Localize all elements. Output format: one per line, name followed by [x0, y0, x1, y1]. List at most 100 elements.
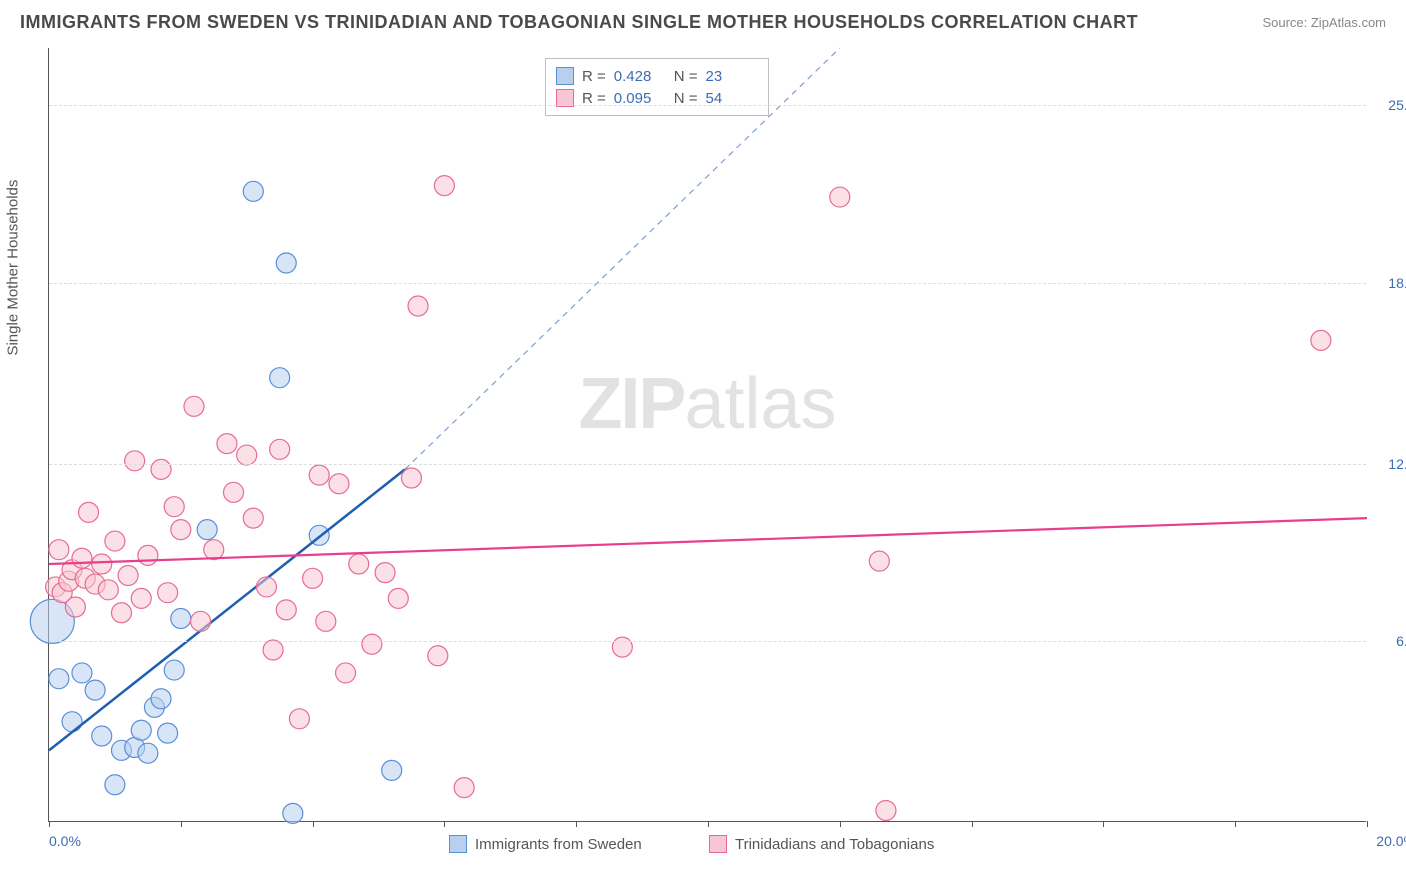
stats-row: R = 0.428 N = 23: [556, 65, 758, 87]
stats-legend-box: R = 0.428 N = 23 R = 0.095 N = 54: [545, 58, 769, 116]
scatter-point: [612, 637, 632, 657]
scatter-point: [408, 296, 428, 316]
scatter-point: [131, 588, 151, 608]
scatter-point: [270, 439, 290, 459]
scatter-point: [125, 451, 145, 471]
scatter-point: [217, 434, 237, 454]
stat-r-value: 0.428: [614, 68, 666, 85]
legend-label: Trinidadians and Tobagonians: [735, 836, 934, 853]
scatter-point: [184, 396, 204, 416]
stat-r-value: 0.095: [614, 90, 666, 107]
legend-label: Immigrants from Sweden: [475, 836, 642, 853]
scatter-point: [62, 712, 82, 732]
scatter-point: [876, 801, 896, 821]
chart-title: IMMIGRANTS FROM SWEDEN VS TRINIDADIAN AN…: [20, 12, 1138, 33]
scatter-point: [276, 600, 296, 620]
x-tick: [181, 821, 182, 827]
scatter-point: [118, 565, 138, 585]
y-tick-label: 12.5%: [1388, 456, 1406, 472]
scatter-point: [289, 709, 309, 729]
legend-swatch: [556, 89, 574, 107]
scatter-point: [171, 608, 191, 628]
scatter-point: [197, 520, 217, 540]
x-tick: [1235, 821, 1236, 827]
scatter-point: [138, 743, 158, 763]
x-tick: [972, 821, 973, 827]
scatter-point: [454, 778, 474, 798]
scatter-point: [830, 187, 850, 207]
x-tick: [313, 821, 314, 827]
scatter-point: [164, 660, 184, 680]
scatter-point: [224, 482, 244, 502]
scatter-point: [309, 465, 329, 485]
scatter-point: [191, 611, 211, 631]
stat-n-value: 23: [706, 68, 758, 85]
gridline: [49, 283, 1366, 284]
scatter-point: [138, 545, 158, 565]
scatter-point: [243, 181, 263, 201]
gridline: [49, 641, 1366, 642]
x-max-label: 20.0%: [1376, 833, 1406, 849]
stat-r-label: R =: [582, 90, 606, 107]
bottom-legend-item: Trinidadians and Tobagonians: [709, 835, 934, 853]
scatter-point: [434, 176, 454, 196]
stat-n-label: N =: [674, 68, 698, 85]
scatter-point: [72, 663, 92, 683]
scatter-point: [256, 577, 276, 597]
source-label: Source: ZipAtlas.com: [1262, 15, 1386, 30]
x-tick: [49, 821, 50, 827]
legend-swatch: [449, 835, 467, 853]
scatter-point: [270, 368, 290, 388]
scatter-point: [375, 563, 395, 583]
x-min-label: 0.0%: [49, 833, 81, 849]
bottom-legend-item: Immigrants from Sweden: [449, 835, 642, 853]
scatter-point: [105, 531, 125, 551]
scatter-point: [171, 520, 191, 540]
y-tick-label: 18.8%: [1388, 275, 1406, 291]
scatter-point: [92, 726, 112, 746]
scatter-point: [869, 551, 889, 571]
scatter-point: [105, 775, 125, 795]
scatter-point: [49, 669, 69, 689]
gridline: [49, 105, 1366, 106]
x-tick: [708, 821, 709, 827]
x-tick: [840, 821, 841, 827]
chart-container: ZIPatlas Single Mother Households R =0.4…: [48, 48, 1388, 838]
scatter-point: [151, 689, 171, 709]
scatter-point: [72, 548, 92, 568]
scatter-point: [336, 663, 356, 683]
scatter-point: [428, 646, 448, 666]
scatter-point: [303, 568, 323, 588]
plot-area: ZIPatlas Single Mother Households R =0.4…: [48, 48, 1366, 822]
scatter-point: [349, 554, 369, 574]
scatter-point: [329, 474, 349, 494]
scatter-point: [382, 760, 402, 780]
scatter-point: [65, 597, 85, 617]
y-tick-label: 25.0%: [1388, 97, 1406, 113]
x-tick: [1103, 821, 1104, 827]
scatter-point: [401, 468, 421, 488]
x-tick: [1367, 821, 1368, 827]
scatter-point: [92, 554, 112, 574]
scatter-point: [263, 640, 283, 660]
scatter-point: [158, 583, 178, 603]
scatter-point: [131, 720, 151, 740]
scatter-point: [85, 680, 105, 700]
scatter-point: [98, 580, 118, 600]
stat-r-label: R =: [582, 68, 606, 85]
scatter-point: [204, 540, 224, 560]
stat-n-label: N =: [674, 90, 698, 107]
x-tick: [576, 821, 577, 827]
scatter-point: [158, 723, 178, 743]
scatter-point: [1311, 330, 1331, 350]
x-tick: [444, 821, 445, 827]
scatter-point: [243, 508, 263, 528]
scatter-point: [111, 603, 131, 623]
scatter-point: [316, 611, 336, 631]
scatter-point: [362, 634, 382, 654]
scatter-point: [283, 803, 303, 823]
legend-swatch: [556, 67, 574, 85]
chart-svg: [49, 48, 1367, 822]
stat-n-value: 54: [706, 90, 758, 107]
y-tick-label: 6.3%: [1396, 633, 1406, 649]
